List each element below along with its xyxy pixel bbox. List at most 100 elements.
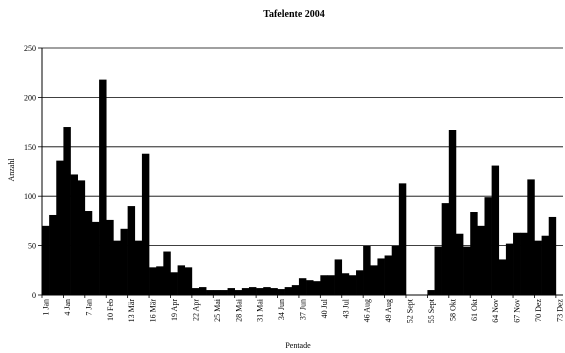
- x-tick-label: 4 Jan: [63, 299, 72, 316]
- bar: [327, 275, 335, 295]
- bar: [170, 272, 178, 295]
- chart-title: Tafelente 2004: [263, 9, 325, 20]
- bar: [334, 259, 343, 295]
- bar: [477, 225, 485, 295]
- bars: [42, 79, 557, 296]
- bar: [199, 287, 207, 295]
- bar: [513, 232, 521, 295]
- x-tick-label: 25 Mai: [213, 298, 222, 322]
- bar: [163, 251, 171, 295]
- bar: [284, 287, 293, 295]
- bar: [99, 79, 107, 296]
- bar: [277, 289, 285, 295]
- bar: [348, 275, 357, 295]
- bar: [263, 287, 271, 295]
- y-axis-label: Anzahl: [7, 158, 16, 182]
- bar: [256, 288, 264, 295]
- bar: [548, 216, 557, 295]
- x-tick-label: 46 Aug: [363, 299, 372, 322]
- x-tick-label: 13 Mär: [127, 299, 136, 323]
- bar: [77, 180, 86, 295]
- y-tick-label: 150: [24, 143, 36, 152]
- bar: [534, 240, 542, 295]
- bar: [363, 245, 371, 295]
- bar: [42, 225, 50, 295]
- x-tick-label: 22 Apr: [191, 299, 200, 321]
- bar: [134, 240, 143, 295]
- x-tick-label: 73 Dez: [555, 299, 564, 322]
- y-tick-label: 200: [24, 93, 36, 102]
- x-tick-label: 10 Feb: [106, 299, 115, 321]
- y-tick-label: 250: [24, 44, 36, 53]
- x-tick-label: 58 Okt: [448, 298, 457, 321]
- bar: [341, 273, 350, 295]
- x-tick-label: 49 Aug: [384, 299, 393, 322]
- bar: [127, 206, 136, 295]
- bar: [398, 183, 407, 295]
- x-axis-label: Pentade: [285, 341, 311, 350]
- x-tick-label: 28 Mai: [234, 298, 243, 322]
- y-tick-label: 0: [32, 291, 36, 300]
- bar: [484, 197, 492, 295]
- x-tick-label: 67 Nov: [513, 299, 522, 323]
- bar: [56, 160, 64, 295]
- bar: [427, 290, 435, 295]
- bar: [370, 265, 378, 295]
- bar: [120, 228, 128, 295]
- x-tick-label: 70 Dez: [534, 299, 543, 322]
- bar: [434, 246, 442, 295]
- bar: [384, 255, 393, 295]
- x-tick-label: 61 Okt: [470, 298, 479, 321]
- bar: [70, 174, 78, 295]
- bar: [49, 214, 57, 295]
- x-tick-label: 37 Jun: [299, 299, 308, 320]
- bar: [84, 211, 93, 295]
- x-tick-label: 16 Mär: [149, 299, 158, 323]
- bar: [306, 280, 314, 295]
- bar: [63, 127, 71, 295]
- bar: [227, 288, 235, 295]
- bar: [248, 287, 257, 295]
- bar: [491, 165, 500, 295]
- x-tick-label: 40 Jul: [320, 298, 329, 318]
- bar: [184, 267, 193, 295]
- x-tick-labels: 1 Jan 4 Jan 7 Jan 10 Feb 13 Mär 16 Mär 19 Apr 2…: [42, 295, 564, 323]
- bar: [520, 232, 528, 295]
- bar: [234, 290, 243, 295]
- bar: [291, 285, 300, 295]
- bar: [270, 288, 278, 295]
- bar: [241, 288, 250, 295]
- axes: [41, 48, 563, 296]
- bar: [441, 203, 450, 295]
- bar: [455, 233, 464, 295]
- bar: [391, 245, 400, 295]
- bar: [377, 258, 385, 295]
- bar: [448, 130, 457, 295]
- bar: [177, 265, 186, 295]
- x-tick-label: 19 Apr: [170, 299, 179, 321]
- x-tick-label: 43 Jul: [341, 298, 350, 318]
- bar: [470, 212, 478, 295]
- bar: [156, 266, 164, 295]
- bar: [356, 270, 364, 295]
- bar: [141, 153, 150, 295]
- bar: [191, 288, 200, 295]
- bar: [313, 281, 321, 295]
- bar: [113, 240, 121, 295]
- y-tick-label: 100: [24, 192, 36, 201]
- x-tick-label: 7 Jan: [84, 299, 93, 316]
- x-tick-label: 52 Sept: [406, 298, 415, 323]
- bar: [527, 179, 535, 295]
- x-tick-label: 1 Jan: [42, 299, 51, 316]
- x-tick-label: 31 Mai: [256, 298, 265, 322]
- bar: [498, 259, 507, 295]
- y-tick-labels: 0 50 100 150 200 250: [24, 44, 42, 300]
- x-tick-label: 34 Jun: [277, 299, 286, 320]
- x-tick-label: 55 Sept: [427, 298, 436, 323]
- bar: [505, 243, 514, 295]
- bar: [91, 221, 100, 295]
- x-tick-label: 64 Nov: [491, 299, 500, 323]
- bar: [149, 267, 157, 295]
- y-tick-label: 50: [28, 242, 36, 251]
